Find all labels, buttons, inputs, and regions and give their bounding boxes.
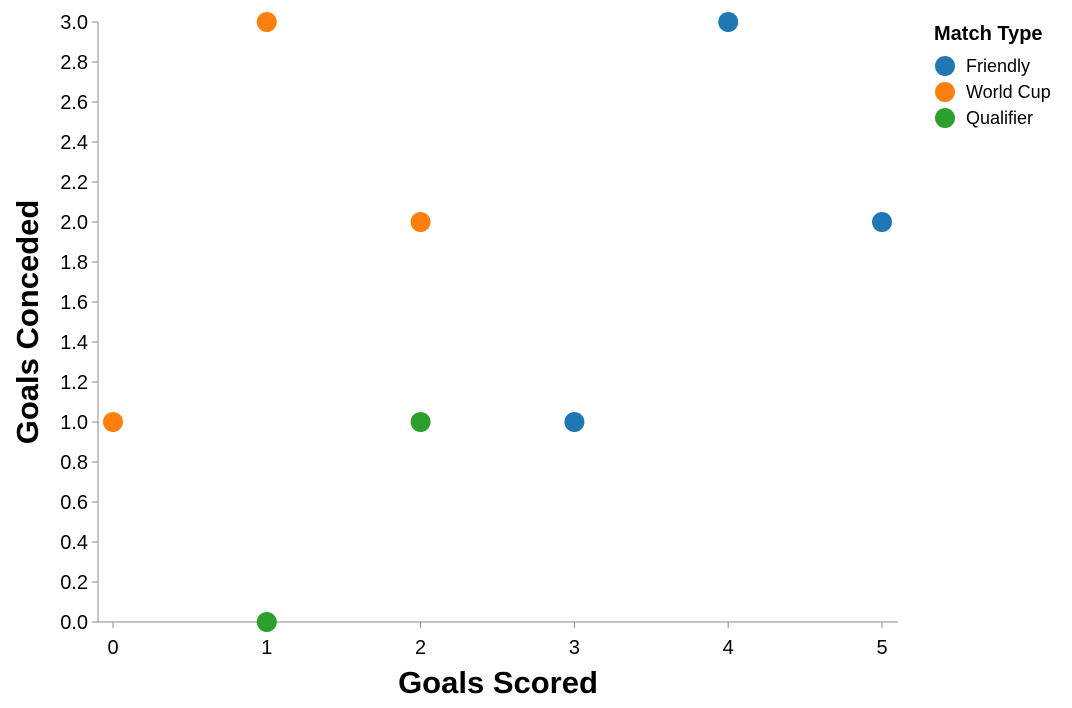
- legend-label: World Cup: [966, 82, 1051, 102]
- y-tick-label: 2.8: [60, 52, 88, 74]
- y-tick-label: 2.4: [60, 132, 88, 154]
- y-tick-label: 0.4: [60, 532, 88, 554]
- x-tick-label: 1: [261, 637, 272, 659]
- y-tick-label: 1.4: [60, 332, 88, 354]
- y-tick-label: 3.0: [60, 12, 88, 34]
- x-axis-title: Goals Scored: [398, 665, 598, 700]
- y-tick-label: 2.6: [60, 92, 88, 114]
- y-tick-label: 1.6: [60, 292, 88, 314]
- y-tick-label: 0.0: [60, 612, 88, 634]
- data-point: [410, 412, 431, 432]
- x-tick-label: 3: [569, 637, 580, 659]
- y-tick-label: 0.6: [60, 492, 88, 514]
- y-tick-label: 2.0: [60, 212, 88, 234]
- legend-swatch: [935, 82, 955, 102]
- legend: Match Type Friendly World Cup Qualifier: [934, 23, 1051, 128]
- y-tick-label: 1.0: [60, 412, 88, 434]
- y-tick-label: 1.8: [60, 252, 88, 274]
- legend-swatch: [935, 56, 955, 76]
- y-tick-label: 1.2: [60, 372, 88, 394]
- data-point: [410, 212, 431, 232]
- x-tick-label: 4: [723, 637, 734, 659]
- data-point: [564, 412, 585, 432]
- x-tick-label: 0: [107, 637, 118, 659]
- data-point: [103, 412, 123, 432]
- y-tick-label: 0.2: [60, 572, 88, 594]
- data-point: [256, 12, 277, 32]
- data-points: [103, 12, 892, 632]
- y-tick-label: 0.8: [60, 452, 88, 474]
- legend-label: Qualifier: [966, 108, 1033, 128]
- data-point: [256, 612, 277, 632]
- legend-swatch: [935, 108, 955, 128]
- x-axis: 0 1 2 3 4 5: [98, 621, 898, 659]
- y-axis: 0.0 0.2 0.4 0.6 0.8 1.0 1.2 1.4 1.6 1.8 2.0 2.2 2.4 2…: [60, 12, 99, 634]
- legend-title: Match Type: [934, 23, 1043, 45]
- x-tick-label: 5: [876, 637, 887, 659]
- legend-items: Friendly World Cup Qualifier: [935, 56, 1051, 128]
- x-tick-label: 2: [415, 637, 426, 659]
- y-tick-label: 2.2: [60, 172, 88, 194]
- y-axis-title: Goals Conceded: [10, 200, 45, 445]
- data-point: [872, 212, 892, 232]
- data-point: [718, 12, 739, 32]
- legend-label: Friendly: [966, 56, 1030, 76]
